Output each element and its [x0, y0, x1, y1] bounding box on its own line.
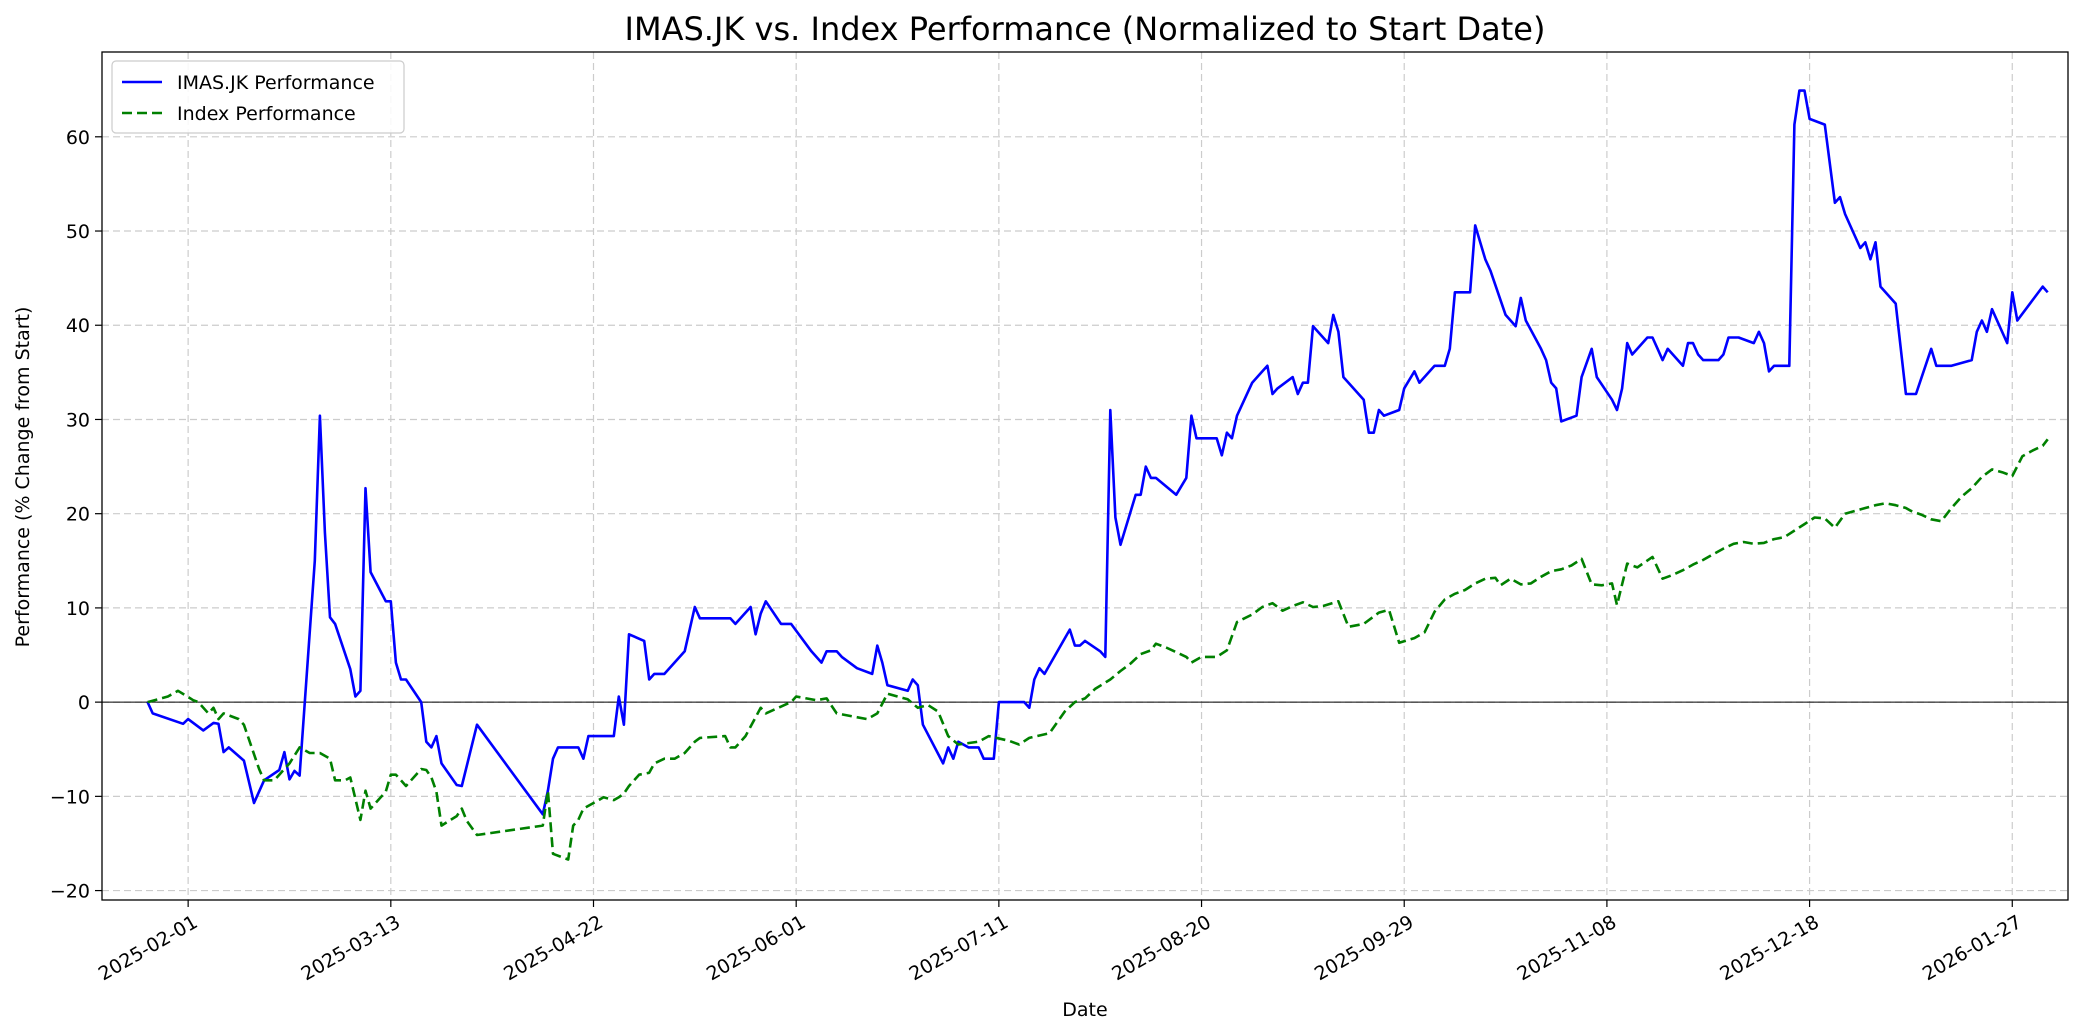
y-tick-label: 10	[66, 598, 90, 620]
x-axis-label: Date	[1062, 999, 1107, 1021]
series-lines	[146, 89, 2049, 861]
x-tick-label: 2025-09-29	[1311, 911, 1418, 985]
x-tick-label: 2025-08-20	[1108, 911, 1215, 985]
x-tick-label: 2025-06-01	[703, 911, 810, 985]
y-tick-label: 0	[78, 692, 90, 714]
plot-area-frame	[101, 51, 2069, 901]
x-tick-label: 2025-03-13	[297, 911, 404, 985]
legend-label-index-performance: Index Performance	[177, 103, 356, 125]
x-tick-label: 2025-12-18	[1716, 911, 1823, 985]
y-tick-label: 60	[66, 127, 90, 149]
chart-title: IMAS.JK vs. Index Performance (Normalize…	[625, 10, 1546, 48]
legend: IMAS.JK Performance Index Performance	[111, 60, 405, 134]
grid-lines	[102, 52, 2068, 900]
x-tick-label: 2026-01-27	[1919, 911, 2026, 985]
y-tick-label: 40	[66, 315, 90, 337]
legend-box	[111, 60, 405, 134]
y-axis-label: Performance (% Change from Start)	[12, 307, 34, 648]
x-tick-label: 2025-11-08	[1514, 911, 1621, 985]
x-tick-label: 2025-07-11	[906, 911, 1013, 985]
y-tick-label: 20	[66, 504, 90, 526]
x-tick-label: 2025-02-01	[95, 911, 202, 985]
y-tick-label: −10	[50, 786, 90, 808]
y-tick-label: 30	[66, 409, 90, 431]
axis-ticks: 2025-02-01 2025-03-13 2025-04-22 2025-06-01…	[50, 127, 2026, 986]
series-line-imas-jk-performance	[146, 89, 2049, 816]
x-tick-label: 2025-04-22	[500, 911, 607, 985]
legend-label-imas-jk-performance: IMAS.JK Performance	[177, 72, 375, 94]
y-tick-label: −20	[50, 881, 90, 903]
y-tick-label: 50	[66, 221, 90, 243]
